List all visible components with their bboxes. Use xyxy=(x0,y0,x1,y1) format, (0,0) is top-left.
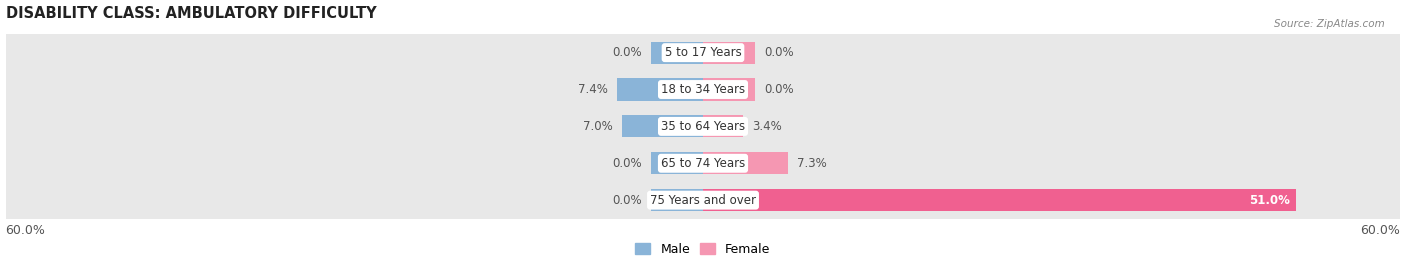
Text: 35 to 64 Years: 35 to 64 Years xyxy=(661,120,745,133)
Text: 7.0%: 7.0% xyxy=(582,120,613,133)
Text: 75 Years and over: 75 Years and over xyxy=(650,194,756,207)
Text: 3.4%: 3.4% xyxy=(752,120,782,133)
Text: 65 to 74 Years: 65 to 74 Years xyxy=(661,157,745,170)
Bar xyxy=(703,189,1296,211)
Bar xyxy=(6,71,1400,108)
Text: 0.0%: 0.0% xyxy=(612,194,641,207)
Bar xyxy=(703,152,787,174)
Legend: Male, Female: Male, Female xyxy=(630,238,776,261)
Bar xyxy=(703,79,755,101)
Text: 0.0%: 0.0% xyxy=(765,46,794,59)
Bar xyxy=(6,145,1400,182)
Text: DISABILITY CLASS: AMBULATORY DIFFICULTY: DISABILITY CLASS: AMBULATORY DIFFICULTY xyxy=(6,6,377,20)
Text: 51.0%: 51.0% xyxy=(1249,194,1291,207)
Text: 0.0%: 0.0% xyxy=(612,46,641,59)
Text: 0.0%: 0.0% xyxy=(612,157,641,170)
Text: 60.0%: 60.0% xyxy=(1361,224,1400,237)
Bar xyxy=(651,189,703,211)
Text: 7.4%: 7.4% xyxy=(578,83,607,96)
Bar xyxy=(6,182,1400,219)
Bar xyxy=(651,42,703,64)
Text: 0.0%: 0.0% xyxy=(765,83,794,96)
Text: 5 to 17 Years: 5 to 17 Years xyxy=(665,46,741,59)
Bar xyxy=(617,79,703,101)
Bar xyxy=(6,34,1400,71)
Text: 60.0%: 60.0% xyxy=(6,224,45,237)
Bar xyxy=(651,152,703,174)
Bar xyxy=(703,115,742,137)
Text: 18 to 34 Years: 18 to 34 Years xyxy=(661,83,745,96)
Text: 7.3%: 7.3% xyxy=(797,157,827,170)
Bar xyxy=(703,42,755,64)
Bar xyxy=(621,115,703,137)
Bar xyxy=(6,108,1400,145)
Text: Source: ZipAtlas.com: Source: ZipAtlas.com xyxy=(1274,19,1385,29)
